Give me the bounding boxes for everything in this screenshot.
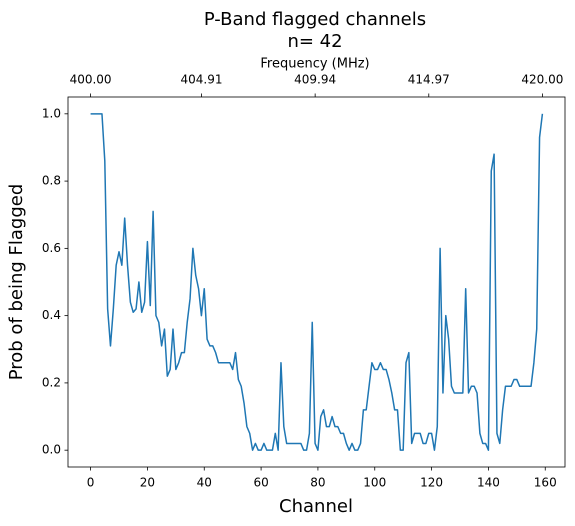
- x2-axis-label: Frequency (MHz): [260, 57, 369, 72]
- y-tick-label: 1.0: [42, 106, 61, 120]
- chart-title: P-Band flagged channels: [204, 9, 426, 30]
- x-tick-label: 160: [534, 476, 557, 490]
- y-tick-label: 0.4: [42, 308, 61, 322]
- y-tick-label: 0.2: [42, 375, 61, 389]
- x-tick-label: 60: [253, 476, 268, 490]
- x-tick-label: 20: [140, 476, 155, 490]
- y-tick-label: 0.6: [42, 241, 61, 255]
- x-tick-label: 80: [310, 476, 325, 490]
- x2-tick-label: 400.00: [70, 73, 112, 87]
- plot-frame: [67, 96, 566, 468]
- x-tick-label: 100: [363, 476, 386, 490]
- y-tick-label: 0.0: [42, 443, 61, 457]
- x2-tick-label: 409.94: [294, 73, 336, 87]
- data-line: [90, 113, 544, 451]
- x-tick-label: 120: [420, 476, 443, 490]
- x2-tick-label: 420.00: [521, 73, 563, 87]
- x-tick-label: 140: [477, 476, 500, 490]
- x-tick-label: 40: [197, 476, 212, 490]
- x-axis-label: Channel: [279, 496, 353, 517]
- x-tick-label: 0: [87, 476, 95, 490]
- x2-tick-label: 414.97: [408, 73, 450, 87]
- y-tick-label: 0.8: [42, 174, 61, 188]
- x2-tick-label: 404.91: [181, 73, 223, 87]
- y-axis-label: Prob of being Flagged: [6, 184, 27, 381]
- chart-subtitle: n= 42: [287, 31, 342, 52]
